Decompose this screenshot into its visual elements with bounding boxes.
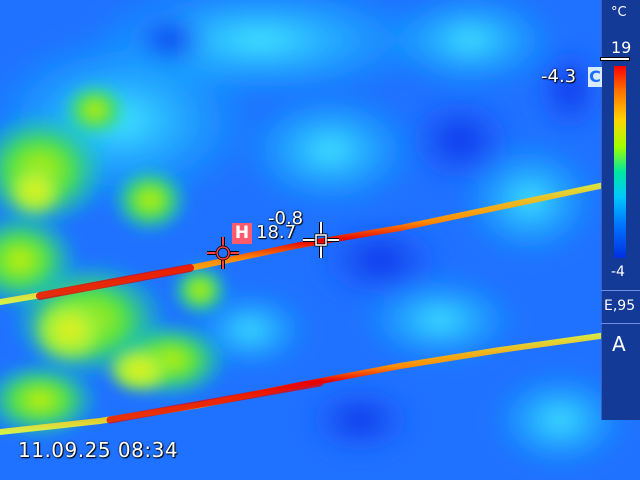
cold-spot-temperature: -4.3 xyxy=(541,66,577,87)
panel-divider xyxy=(601,290,640,291)
hot-spot-badge: H xyxy=(232,223,252,244)
cold-spot-badge: C xyxy=(588,67,602,87)
temperature-unit: °C xyxy=(611,5,627,20)
scale-min-value: -4 xyxy=(611,264,625,280)
max-marker-icon xyxy=(600,57,630,61)
scale-max-value: 19 xyxy=(611,38,632,57)
color-scale-bar xyxy=(614,66,626,258)
hot-spot-temperature: 18.7 xyxy=(256,222,297,243)
panel-divider xyxy=(601,323,640,324)
center-spot-crosshair-icon xyxy=(303,222,339,258)
capture-timestamp: 11.09.25 08:34 xyxy=(18,438,179,462)
center-spot-temperature: -0.8 xyxy=(268,208,304,229)
hot-spot-crosshair-icon xyxy=(207,237,239,269)
emissivity-value: E,95 xyxy=(604,298,636,314)
measure-mode[interactable]: A xyxy=(612,332,626,356)
